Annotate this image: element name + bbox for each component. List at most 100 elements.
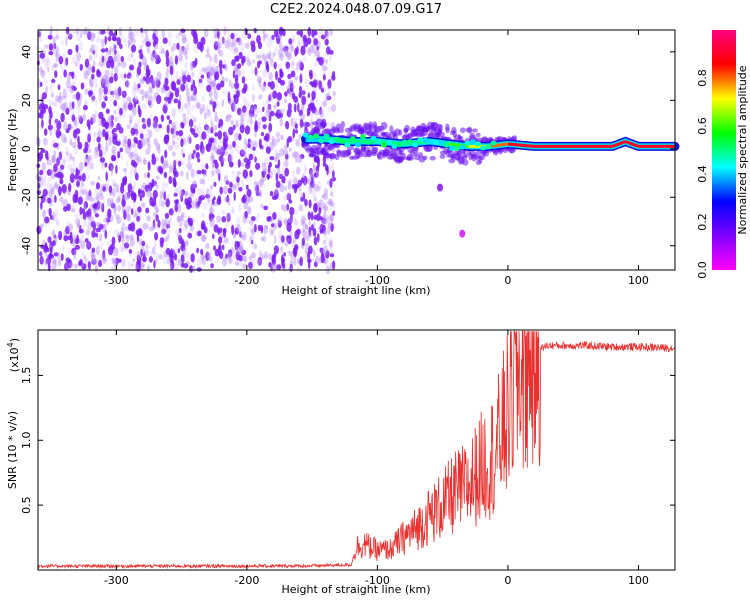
noise-speckle (137, 255, 142, 265)
trace-blob (438, 140, 445, 145)
noise-speckle (39, 169, 44, 176)
noise-speckle (134, 228, 137, 237)
noise-speckle (270, 229, 274, 236)
noise-speckle (173, 171, 179, 178)
trace-halo (462, 159, 469, 166)
noise-speckle (54, 181, 58, 189)
noise-speckle (201, 255, 206, 266)
noise-speckle (209, 66, 214, 77)
noise-speckle (161, 218, 165, 227)
noise-speckle (129, 171, 133, 177)
noise-speckle (67, 235, 71, 241)
noise-speckle (108, 76, 114, 84)
noise-speckle (297, 114, 302, 121)
noise-speckle (262, 168, 269, 175)
noise-speckle (39, 52, 45, 59)
noise-speckle (76, 169, 80, 175)
noise-speckle (134, 172, 139, 181)
trace-halo (465, 127, 472, 133)
trace-blob (443, 142, 450, 148)
noise-speckle (218, 59, 223, 69)
noise-speckle (200, 36, 206, 46)
noise-speckle (206, 188, 210, 196)
trace-blob (454, 146, 460, 152)
noise-speckle (287, 238, 290, 243)
noise-speckle (54, 183, 58, 190)
noise-speckle (240, 150, 246, 155)
noise-speckle (157, 219, 161, 228)
noise-speckle (230, 119, 234, 125)
noise-speckle (294, 230, 300, 240)
noise-speckle (248, 261, 253, 270)
noise-speckle (209, 192, 213, 203)
noise-speckle (273, 245, 279, 255)
noise-speckle (102, 58, 106, 66)
noise-speckle (239, 149, 245, 157)
trace-blob (313, 133, 319, 139)
noise-speckle (121, 199, 126, 207)
noise-speckle (120, 191, 124, 201)
noise-speckle (113, 72, 118, 82)
noise-speckle (68, 71, 73, 76)
noise-speckle (180, 138, 184, 148)
y-tick-label: -20 (20, 188, 33, 206)
noise-speckle (118, 192, 121, 201)
noise-speckle (84, 88, 89, 95)
noise-speckle (205, 251, 210, 261)
noise-speckle (329, 178, 333, 189)
noise-speckle (260, 203, 264, 209)
noise-speckle (76, 234, 79, 243)
noise-speckle (145, 41, 151, 47)
noise-speckle (312, 227, 317, 237)
noise-speckle (207, 255, 213, 261)
noise-speckle (261, 175, 266, 183)
noise-speckle (80, 233, 84, 241)
noise-speckle (325, 164, 329, 172)
noise-speckle (40, 194, 46, 203)
noise-speckle (120, 259, 126, 266)
noise-speckle (319, 220, 324, 225)
noise-speckle (97, 201, 104, 209)
spectrogram-noise-region (35, 25, 337, 275)
noise-speckle (152, 80, 156, 85)
noise-speckle (239, 124, 245, 134)
noise-speckle (219, 67, 223, 75)
noise-speckle (104, 79, 107, 89)
noise-speckle (163, 83, 166, 90)
noise-speckle (286, 88, 291, 94)
noise-speckle (134, 250, 138, 258)
noise-speckle (271, 34, 275, 41)
noise-speckle (130, 149, 134, 159)
noise-speckle (307, 47, 312, 57)
noise-speckle (297, 42, 302, 48)
noise-speckle (287, 108, 292, 114)
colorbar-label: Normalized spectral amplitude (736, 65, 749, 234)
noise-speckle (138, 188, 141, 197)
noise-speckle (64, 39, 68, 46)
noise-speckle (86, 174, 90, 181)
noise-speckle (316, 181, 322, 190)
noise-speckle (69, 84, 75, 94)
noise-speckle (60, 112, 65, 123)
trace-halo (430, 122, 438, 129)
noise-speckle (155, 206, 158, 214)
noise-speckle (82, 218, 87, 228)
noise-speckle (167, 233, 170, 240)
noise-speckle (224, 221, 229, 228)
noise-speckle (128, 113, 132, 119)
noise-speckle (312, 189, 317, 198)
noise-speckle (161, 29, 165, 39)
noise-speckle (287, 235, 292, 245)
noise-speckle (214, 132, 219, 137)
noise-speckle (90, 33, 96, 42)
noise-speckle (142, 159, 147, 166)
noise-speckle (210, 121, 214, 130)
noise-speckle (126, 205, 132, 212)
noise-speckle (228, 126, 234, 136)
noise-speckle (110, 115, 115, 121)
noise-speckle (50, 230, 56, 239)
noise-speckle (179, 149, 184, 156)
noise-speckle (107, 55, 114, 64)
noise-speckle (256, 54, 262, 60)
noise-speckle (96, 236, 102, 243)
